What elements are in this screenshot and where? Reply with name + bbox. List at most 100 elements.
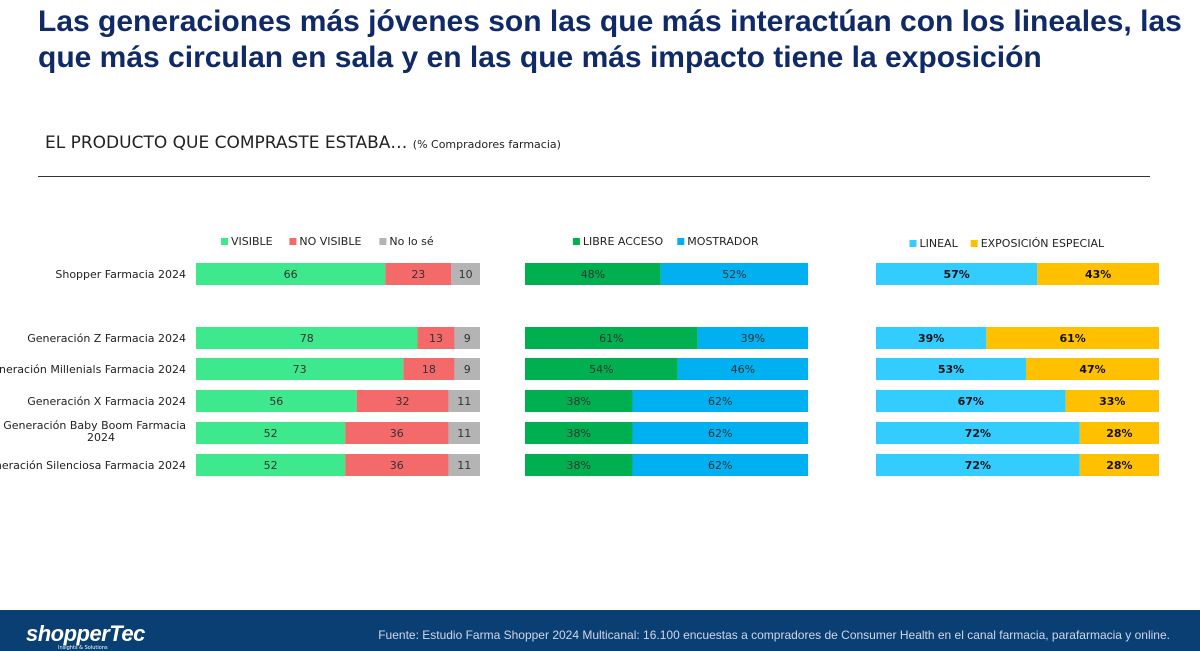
footer-bar: shopperTec Insights & Solutions Fuente: …	[0, 610, 1200, 651]
bar-mostrador-generacion-millenials-farmacia-2024	[677, 358, 808, 380]
bar-no-lo-se-generacion-x-farmacia-2024	[448, 390, 480, 412]
bar-visible-generacion-baby-boom-farmacia-2024	[196, 422, 346, 444]
bar-exposicion-especial-shopper-farmacia-2024	[1037, 263, 1159, 285]
legend-label-exposicion-especial: EXPOSICIÓN ESPECIAL	[981, 237, 1105, 250]
category-label-generacion-silenciosa-farmacia-2024: Generación Silenciosa Farmacia 2024	[0, 459, 186, 472]
bar-no-visible-generacion-silenciosa-farmacia-2024	[345, 454, 449, 476]
category-label-generacion-baby-boom-farmacia-2024: Generación Baby Boom Farmacia 2024	[3, 419, 186, 444]
data-label-no-lo-se-shopper-farmacia-2024: 10	[459, 268, 473, 281]
legend-label-mostrador: MOSTRADOR	[687, 235, 759, 248]
data-label-lineal-generacion-silenciosa-farmacia-2024: 72%	[965, 459, 991, 472]
bar-libre-acceso-generacion-baby-boom-farmacia-2024	[525, 422, 633, 444]
data-label-no-visible-generacion-z-farmacia-2024: 13	[429, 332, 443, 345]
bar-visible-shopper-farmacia-2024	[196, 263, 386, 285]
data-label-libre-acceso-generacion-z-farmacia-2024: 61%	[599, 332, 623, 345]
bar-exposicion-especial-generacion-z-farmacia-2024	[986, 327, 1159, 349]
bar-lineal-generacion-millenials-farmacia-2024	[876, 358, 1026, 380]
bar-no-lo-se-generacion-baby-boom-farmacia-2024	[448, 422, 480, 444]
category-label-generacion-millenials-farmacia-2024: Generación Millenials Farmacia 2024	[0, 363, 186, 376]
legend-label-visible: VISIBLE	[231, 235, 273, 248]
bar-libre-acceso-generacion-z-farmacia-2024	[525, 327, 698, 349]
bar-mostrador-generacion-baby-boom-farmacia-2024	[632, 422, 808, 444]
bar-exposicion-especial-generacion-silenciosa-farmacia-2024	[1079, 454, 1159, 476]
legend-swatch-lineal	[909, 240, 917, 247]
page-title: Las generaciones más jóvenes son las que…	[38, 5, 1182, 74]
bar-mostrador-shopper-farmacia-2024	[660, 263, 808, 285]
data-label-no-visible-generacion-silenciosa-farmacia-2024: 36	[390, 459, 404, 472]
bar-lineal-shopper-farmacia-2024	[876, 263, 1038, 285]
legend-label-libre-acceso: LIBRE ACCESO	[583, 235, 664, 248]
legend-swatch-mostrador	[677, 238, 685, 245]
data-label-libre-acceso-generacion-silenciosa-farmacia-2024: 38%	[567, 459, 591, 472]
bar-libre-acceso-generacion-silenciosa-farmacia-2024	[525, 454, 633, 476]
data-label-no-lo-se-generacion-baby-boom-farmacia-2024: 11	[457, 427, 471, 440]
category-label-generacion-x-farmacia-2024: Generación X Farmacia 2024	[27, 395, 186, 408]
legend-swatch-visible	[221, 238, 228, 245]
data-label-lineal-generacion-baby-boom-farmacia-2024: 72%	[965, 427, 991, 440]
data-label-no-lo-se-generacion-millenials-farmacia-2024: 9	[464, 363, 471, 376]
data-label-lineal-shopper-farmacia-2024: 57%	[943, 268, 969, 281]
bar-no-visible-generacion-millenials-farmacia-2024	[403, 358, 455, 380]
bar-mostrador-generacion-silenciosa-farmacia-2024	[632, 454, 808, 476]
data-label-exposicion-especial-generacion-x-farmacia-2024: 33%	[1099, 395, 1125, 408]
bar-exposicion-especial-generacion-baby-boom-farmacia-2024	[1079, 422, 1159, 444]
bar-no-lo-se-shopper-farmacia-2024	[451, 263, 480, 285]
data-label-mostrador-shopper-farmacia-2024: 52%	[722, 268, 746, 281]
subtitle-main: EL PRODUCTO QUE COMPRASTE ESTABA…	[45, 133, 408, 153]
data-label-mostrador-generacion-silenciosa-farmacia-2024: 62%	[708, 459, 732, 472]
data-label-no-visible-generacion-baby-boom-farmacia-2024: 36	[390, 427, 404, 440]
bar-exposicion-especial-generacion-x-farmacia-2024	[1065, 390, 1159, 412]
legend-label-no-lo-se: No lo sé	[389, 235, 433, 248]
data-label-visible-generacion-millenials-farmacia-2024: 73	[293, 363, 307, 376]
subtitle-note: (% Compradores farmacia)	[412, 138, 561, 151]
legend-label-no-visible: NO VISIBLE	[299, 235, 361, 248]
source-note: Fuente: Estudio Farma Shopper 2024 Multi…	[378, 628, 1170, 642]
data-label-visible-generacion-x-farmacia-2024: 56	[269, 395, 283, 408]
bar-no-lo-se-generacion-millenials-farmacia-2024	[454, 358, 480, 380]
data-label-lineal-generacion-z-farmacia-2024: 39%	[918, 332, 944, 345]
data-label-mostrador-generacion-millenials-farmacia-2024: 46%	[731, 363, 755, 376]
bar-no-visible-generacion-z-farmacia-2024	[417, 327, 455, 349]
data-label-libre-acceso-generacion-millenials-farmacia-2024: 54%	[589, 363, 613, 376]
data-label-visible-generacion-baby-boom-farmacia-2024: 52	[264, 427, 278, 440]
bar-no-lo-se-generacion-z-farmacia-2024	[454, 327, 480, 349]
data-label-no-visible-generacion-x-farmacia-2024: 32	[396, 395, 410, 408]
data-label-mostrador-generacion-x-farmacia-2024: 62%	[708, 395, 732, 408]
data-label-visible-generacion-z-farmacia-2024: 78	[300, 332, 314, 345]
bar-lineal-generacion-silenciosa-farmacia-2024	[876, 454, 1080, 476]
bar-no-visible-generacion-baby-boom-farmacia-2024	[345, 422, 449, 444]
bar-mostrador-generacion-x-farmacia-2024	[632, 390, 808, 412]
bar-lineal-generacion-x-farmacia-2024	[876, 390, 1066, 412]
data-label-libre-acceso-generacion-x-farmacia-2024: 38%	[567, 395, 591, 408]
category-label-shopper-farmacia-2024: Shopper Farmacia 2024	[55, 268, 186, 281]
data-label-mostrador-generacion-z-farmacia-2024: 39%	[741, 332, 765, 345]
bar-libre-acceso-generacion-millenials-farmacia-2024	[525, 358, 678, 380]
data-label-exposicion-especial-generacion-millenials-farmacia-2024: 47%	[1079, 363, 1105, 376]
legend-swatch-exposicion-especial	[970, 240, 978, 247]
data-label-lineal-generacion-x-farmacia-2024: 67%	[958, 395, 984, 408]
data-label-no-visible-shopper-farmacia-2024: 23	[411, 268, 425, 281]
data-label-visible-shopper-farmacia-2024: 66	[284, 268, 298, 281]
data-label-lineal-generacion-millenials-farmacia-2024: 53%	[938, 363, 964, 376]
bar-libre-acceso-shopper-farmacia-2024	[525, 263, 661, 285]
data-label-no-visible-generacion-millenials-farmacia-2024: 18	[422, 363, 436, 376]
legend-label-lineal: LINEAL	[920, 237, 959, 250]
bar-no-visible-generacion-x-farmacia-2024	[356, 390, 449, 412]
bar-visible-generacion-millenials-farmacia-2024	[196, 358, 404, 380]
data-label-exposicion-especial-generacion-silenciosa-farmacia-2024: 28%	[1106, 459, 1132, 472]
bar-exposicion-especial-generacion-millenials-farmacia-2024	[1025, 358, 1159, 380]
chart-subtitle: EL PRODUCTO QUE COMPRASTE ESTABA… (% Com…	[45, 133, 561, 153]
data-label-no-lo-se-generacion-z-farmacia-2024: 9	[464, 332, 471, 345]
bar-visible-generacion-silenciosa-farmacia-2024	[196, 454, 346, 476]
divider-line	[38, 176, 1150, 177]
data-label-exposicion-especial-shopper-farmacia-2024: 43%	[1085, 268, 1111, 281]
brand-logo: shopperTec	[26, 621, 145, 646]
brand-logo-tagline: Insights & Solutions	[58, 645, 108, 651]
legend-swatch-no-visible	[289, 238, 297, 245]
data-label-libre-acceso-shopper-farmacia-2024: 48%	[581, 268, 605, 281]
data-label-libre-acceso-generacion-baby-boom-farmacia-2024: 38%	[567, 427, 591, 440]
bar-lineal-generacion-z-farmacia-2024	[876, 327, 987, 349]
bar-no-lo-se-generacion-silenciosa-farmacia-2024	[448, 454, 480, 476]
stacked-bar-charts: Shopper Farmacia 2024 Generación Z Farmac…	[0, 235, 1159, 476]
data-label-no-lo-se-generacion-silenciosa-farmacia-2024: 11	[457, 459, 471, 472]
